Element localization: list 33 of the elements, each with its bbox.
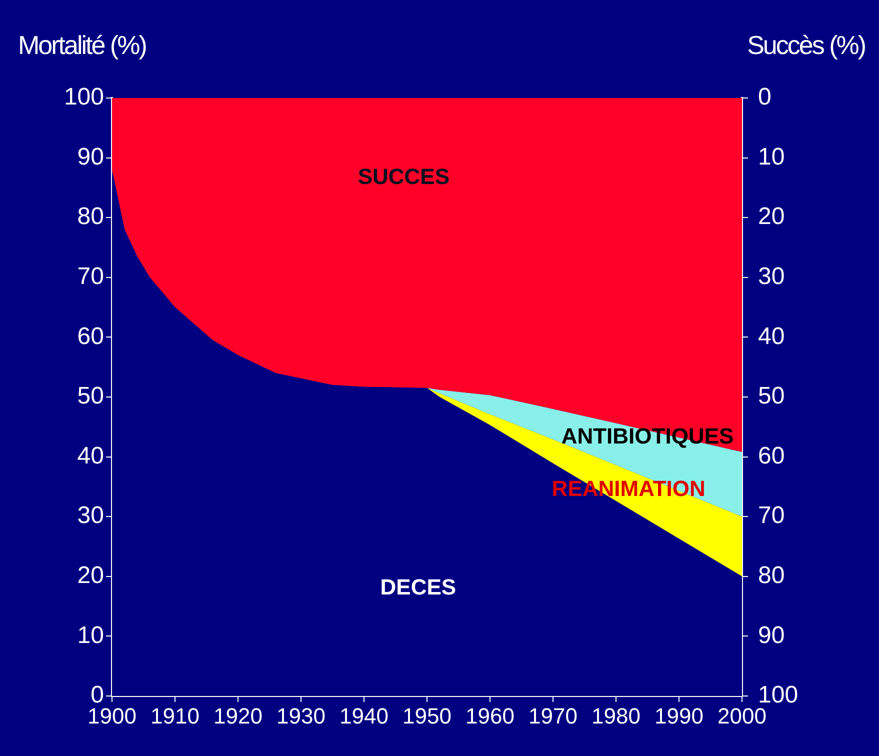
y-tick-label: 50	[77, 382, 104, 410]
x-tick-label: 1940	[340, 703, 388, 728]
y2-tick-label: 90	[758, 622, 785, 649]
x-tick-label: 1920	[214, 703, 262, 728]
y2-tick-label: 10	[758, 143, 785, 170]
y-tick-label: 90	[77, 143, 104, 170]
y-tick-label: 80	[77, 203, 104, 230]
series-label: SUCCES	[358, 164, 450, 190]
y2-tick-label: 40	[758, 322, 785, 350]
x-tick-label: 1950	[402, 703, 452, 728]
y-tick-label: 100	[64, 84, 104, 111]
x-tick-label: 1990	[654, 703, 704, 728]
y-tick-label: 30	[77, 502, 104, 530]
y2-tick-label: 20	[758, 203, 785, 230]
x-tick-label: 1960	[466, 703, 514, 728]
y2-tick-label: 80	[758, 562, 785, 590]
y-tick-label: 60	[77, 322, 104, 350]
y2-tick-label: 70	[758, 502, 785, 530]
y-tick-label: 40	[77, 442, 104, 470]
x-tick-label: 1910	[150, 703, 200, 728]
y-tick-label: 10	[77, 622, 104, 649]
y-axis-title: Mortalité (%)	[18, 30, 146, 61]
y2-axis-title: Succès (%)	[747, 30, 865, 61]
y2-tick-label: 60	[758, 442, 785, 470]
y-tick-label: 70	[77, 263, 104, 290]
x-tick-label: 1970	[528, 703, 578, 728]
x-tick-label: 1930	[276, 703, 326, 728]
y2-tick-label: 50	[758, 382, 785, 410]
y2-tick-label: 0	[758, 84, 772, 111]
x-tick-label: 1980	[592, 703, 640, 728]
series-label: DECES	[380, 574, 456, 600]
y-tick-label: 20	[77, 562, 104, 590]
y2-tick-label: 30	[758, 263, 785, 290]
